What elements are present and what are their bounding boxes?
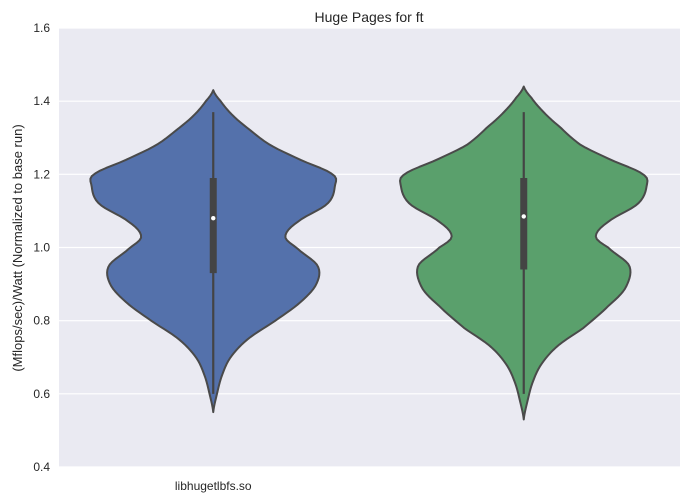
y-tick-label: 1.2 <box>33 167 50 181</box>
y-tick-label: 0.4 <box>33 460 50 474</box>
chart-title: Huge Pages for ft <box>315 9 424 25</box>
violin-median <box>522 214 526 218</box>
y-tick-label: 1.0 <box>33 241 50 255</box>
y-tick-label: 1.6 <box>33 21 50 35</box>
y-tick-label: 0.8 <box>33 314 50 328</box>
y-tick-labels: 0.4 0.6 0.8 1.0 1.2 1.4 1.6 <box>33 21 50 474</box>
y-axis-label: (Mflops/sec)/Watt (Normalized to base ru… <box>10 124 25 371</box>
x-tick-label: libhugetlbfs.so <box>175 479 252 493</box>
y-tick-label: 1.4 <box>33 94 50 108</box>
x-tick-labels: libhugetlbfs.so <box>175 479 252 493</box>
violin-median <box>211 216 215 220</box>
y-tick-label: 0.6 <box>33 387 50 401</box>
